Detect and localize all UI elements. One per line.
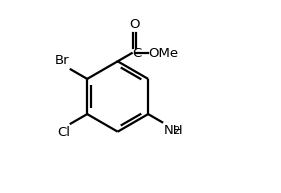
Text: 2: 2 xyxy=(174,126,180,136)
Text: OMe: OMe xyxy=(148,47,178,60)
Text: O: O xyxy=(129,18,140,31)
Text: C: C xyxy=(132,47,141,60)
Text: Br: Br xyxy=(55,54,70,68)
Text: Cl: Cl xyxy=(57,125,70,139)
Text: NH: NH xyxy=(164,124,183,137)
